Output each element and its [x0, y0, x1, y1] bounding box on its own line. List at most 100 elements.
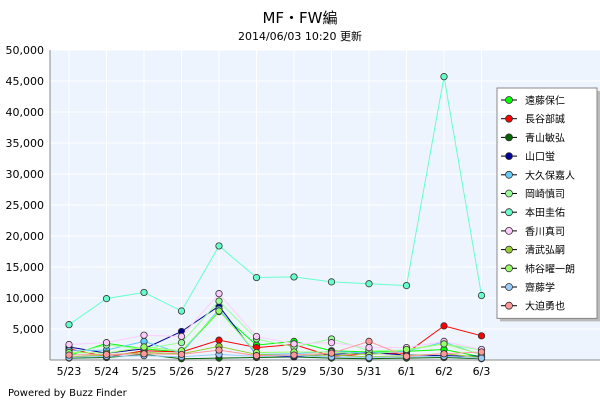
data-point: [215, 297, 223, 305]
x-tick-label: 5/23: [57, 365, 82, 378]
y-tick-label: 10,000: [6, 292, 45, 305]
legend-marker: [505, 114, 513, 123]
data-point: [290, 351, 298, 359]
series-line: [68, 308, 482, 356]
data-point: [440, 322, 448, 330]
legend-marker: [505, 170, 513, 179]
legend-label: 大久保嘉人: [525, 169, 575, 182]
chart-title: MF・FW編: [262, 9, 337, 27]
data-point: [215, 242, 223, 250]
data-point: [477, 354, 486, 362]
series-line: [68, 340, 482, 357]
data-point: [65, 340, 73, 349]
legend-label: 本田圭佑: [525, 206, 565, 219]
x-tick-label: 5/31: [357, 365, 382, 378]
data-point: [440, 73, 448, 81]
legend-marker: [505, 96, 513, 104]
y-tick-label: 30,000: [6, 168, 45, 181]
legend-item: 遠藤保仁: [501, 94, 565, 107]
data-point: [177, 350, 186, 359]
legend-label: 齋藤学: [525, 281, 555, 294]
data-point: [102, 339, 111, 347]
series-line: [68, 353, 482, 359]
legend-item: 齋藤学: [501, 281, 555, 294]
data-point: [252, 352, 261, 360]
data-point: [65, 351, 73, 359]
data-point: [440, 350, 448, 358]
y-tick-label: 45,000: [6, 75, 45, 88]
legend-label: 香川真司: [525, 225, 565, 238]
x-tick-label: 5/30: [319, 365, 344, 378]
y-axis: 5,000 10,000 15,000 20,000 25,000 30,000 35,00…: [6, 44, 45, 336]
x-tick-label: 5/28: [244, 365, 269, 378]
legend-label: 清武弘嗣: [525, 244, 565, 257]
data-point: [102, 350, 111, 359]
x-tick-label: 6/3: [473, 365, 491, 378]
legend-label: 大迫勇也: [525, 300, 565, 313]
y-tick-label: 25,000: [6, 199, 45, 212]
legend-marker: [505, 264, 513, 273]
data-point: [140, 343, 148, 351]
legend-marker: [505, 301, 513, 310]
legend-item: 長谷部誠: [501, 113, 565, 126]
data-point: [65, 321, 73, 329]
chart-subtitle: 2014/06/03 10:20 更新: [238, 29, 362, 43]
data-point: [252, 273, 261, 282]
x-tick-label: 5/24: [94, 365, 119, 378]
data-point: [477, 348, 486, 356]
x-tick-label: 6/2: [435, 365, 453, 378]
y-tick-label: 40,000: [6, 106, 45, 119]
data-point: [252, 332, 261, 341]
legend-marker: [505, 208, 513, 217]
data-point: [402, 352, 411, 360]
data-point: [402, 345, 411, 354]
data-point: [215, 307, 223, 315]
series-7: [65, 73, 486, 329]
y-tick-label: 35,000: [6, 137, 45, 150]
legend-label: 山口蛍: [525, 150, 555, 163]
legend: 遠藤保仁長谷部誠青山敏弘山口蛍大久保嘉人岡崎慎司本田圭佑香川真司清武弘嗣柿谷曜一…: [496, 87, 600, 322]
legend-marker: [505, 152, 513, 161]
data-point: [365, 280, 373, 288]
data-point: [290, 340, 298, 348]
data-point: [327, 278, 336, 286]
data-point: [327, 349, 336, 357]
legend-label: 岡崎慎司: [525, 188, 565, 201]
legend-item: 大迫勇也: [501, 300, 565, 313]
data-point: [177, 307, 186, 315]
legend-marker: [505, 283, 513, 291]
y-tick-label: 15,000: [6, 261, 45, 274]
legend-item: 柿谷曜一朗: [501, 262, 575, 275]
legend-label: 柿谷曜一朗: [525, 262, 575, 275]
y-tick-label: 50,000: [6, 44, 45, 57]
series-line: [68, 76, 482, 326]
data-point: [365, 337, 373, 345]
footer-credit: Powered by Buzz Finder: [8, 388, 128, 399]
y-tick-label: 5,000: [13, 323, 45, 336]
x-tick-label: 6/1: [398, 365, 416, 378]
data-point: [140, 331, 148, 339]
series-line: [68, 353, 482, 360]
legend-box: [496, 87, 598, 319]
data-point: [440, 340, 448, 348]
x-tick-label: 5/26: [169, 365, 194, 378]
data-point: [215, 336, 223, 344]
legend-label: 青山敏弘: [525, 131, 565, 144]
data-point: [140, 288, 148, 297]
data-point: [177, 339, 186, 347]
series-12: [65, 337, 486, 360]
legend-item: 香川真司: [501, 225, 565, 238]
data-point: [177, 332, 186, 341]
x-tick-label: 5/25: [132, 365, 157, 378]
legend-item: 清武弘嗣: [501, 244, 565, 257]
series-line: [68, 292, 482, 350]
data-point: [290, 273, 298, 281]
legend-label: 長谷部誠: [525, 113, 565, 126]
x-axis: 5/23 5/24 5/25 5/26 5/27 5/28 5/29 5/30 5/31 6/1 6…: [57, 365, 491, 378]
series-lines: [65, 73, 486, 363]
legend-item: 青山敏弘: [501, 131, 565, 144]
legend-item: 山口蛍: [501, 150, 555, 163]
legend-item: 岡崎慎司: [501, 188, 565, 201]
data-point: [477, 332, 486, 340]
